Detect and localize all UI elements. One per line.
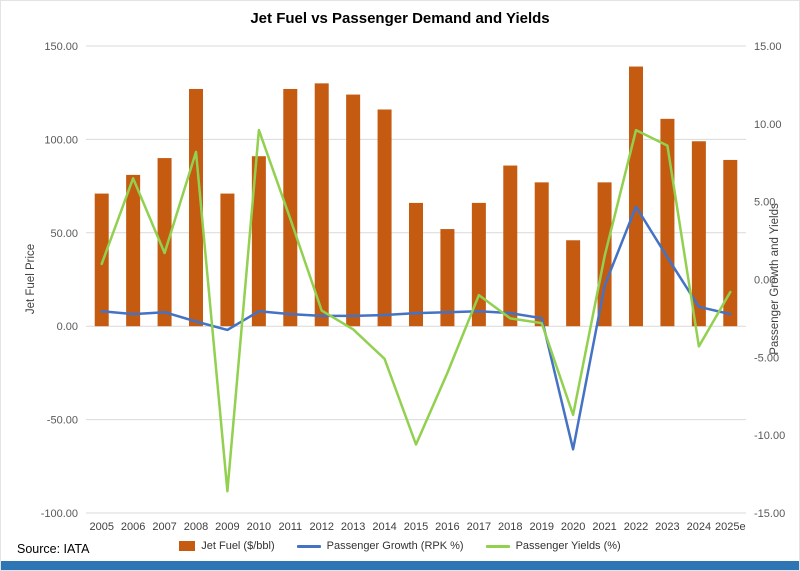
svg-text:-100.00: -100.00 bbox=[41, 508, 78, 520]
plot-area: 150.00100.0050.000.00-50.00-100.0015.001… bbox=[41, 41, 786, 533]
svg-text:2011: 2011 bbox=[278, 521, 302, 533]
svg-text:50.00: 50.00 bbox=[50, 228, 78, 240]
legend-line-swatch-4472C4 bbox=[296, 544, 321, 548]
right-axis-tick-labels: 15.00 10.00 5.00 0.00 -5.00 -10.00 -15.00 bbox=[754, 41, 785, 520]
svg-text:2007: 2007 bbox=[152, 521, 176, 533]
x-axis-labels: 2005 2006 2007 2008 2009 2010 2011 2012 2013 2014… bbox=[89, 521, 745, 533]
svg-text:5.00: 5.00 bbox=[754, 197, 775, 209]
legend-item-jet-fuel-bbl-: Jet Fuel ($/bbl) bbox=[179, 540, 275, 552]
legend-line-swatch-92D050 bbox=[485, 544, 510, 548]
svg-text:0.00: 0.00 bbox=[754, 275, 775, 287]
svg-text:2017: 2017 bbox=[467, 521, 491, 533]
legend-label: Jet Fuel ($/bbl) bbox=[201, 540, 275, 552]
svg-text:2012: 2012 bbox=[309, 521, 333, 533]
svg-text:2025e: 2025e bbox=[715, 521, 746, 533]
legend-label: Passenger Growth (RPK %) bbox=[326, 540, 464, 552]
left-axis-tick-labels: 150.00 100.00 50.00 0.00 -50.00 -100.00 bbox=[41, 41, 78, 520]
svg-text:2021: 2021 bbox=[592, 521, 616, 533]
line-passenger-growth-rpk- bbox=[100, 205, 732, 451]
legend-item-passenger-yields-: Passenger Yields (%) bbox=[485, 540, 621, 552]
bottom-window-strip bbox=[1, 561, 799, 570]
svg-text:100.00: 100.00 bbox=[44, 134, 78, 146]
svg-text:2013: 2013 bbox=[341, 521, 365, 533]
svg-text:15.00: 15.00 bbox=[754, 41, 782, 53]
svg-text:10.00: 10.00 bbox=[754, 119, 782, 131]
svg-text:150.00: 150.00 bbox=[44, 41, 78, 53]
chart-legend: Jet Fuel ($/bbl) Passenger Growth (RPK %)… bbox=[1, 540, 799, 552]
legend-label: Passenger Yields (%) bbox=[515, 540, 621, 552]
source-note: Source: IATA bbox=[17, 542, 90, 556]
svg-text:2024: 2024 bbox=[687, 521, 711, 533]
svg-text:2023: 2023 bbox=[655, 521, 679, 533]
svg-text:2005: 2005 bbox=[89, 521, 113, 533]
svg-text:-50.00: -50.00 bbox=[47, 415, 78, 427]
svg-text:-15.00: -15.00 bbox=[754, 508, 785, 520]
svg-text:2008: 2008 bbox=[184, 521, 208, 533]
bars-jet-fuel-bbl- bbox=[94, 66, 738, 327]
legend-item-passenger-growth-rpk-: Passenger Growth (RPK %) bbox=[296, 540, 464, 552]
svg-text:-10.00: -10.00 bbox=[754, 430, 785, 442]
line-passenger-yields- bbox=[100, 128, 732, 493]
svg-text:2010: 2010 bbox=[247, 521, 271, 533]
svg-text:2018: 2018 bbox=[498, 521, 522, 533]
svg-text:2015: 2015 bbox=[404, 521, 428, 533]
svg-text:-5.00: -5.00 bbox=[754, 352, 779, 364]
svg-text:2006: 2006 bbox=[121, 521, 145, 533]
legend-bar-swatch-C55A11 bbox=[179, 541, 196, 551]
svg-text:2022: 2022 bbox=[624, 521, 648, 533]
svg-text:2009: 2009 bbox=[215, 521, 239, 533]
svg-text:2014: 2014 bbox=[372, 521, 396, 533]
svg-text:2020: 2020 bbox=[561, 521, 585, 533]
chart-title: Jet Fuel vs Passenger Demand and Yields bbox=[250, 10, 550, 27]
svg-text:0.00: 0.00 bbox=[57, 321, 78, 333]
svg-text:2019: 2019 bbox=[529, 521, 553, 533]
svg-text:2016: 2016 bbox=[435, 521, 459, 533]
